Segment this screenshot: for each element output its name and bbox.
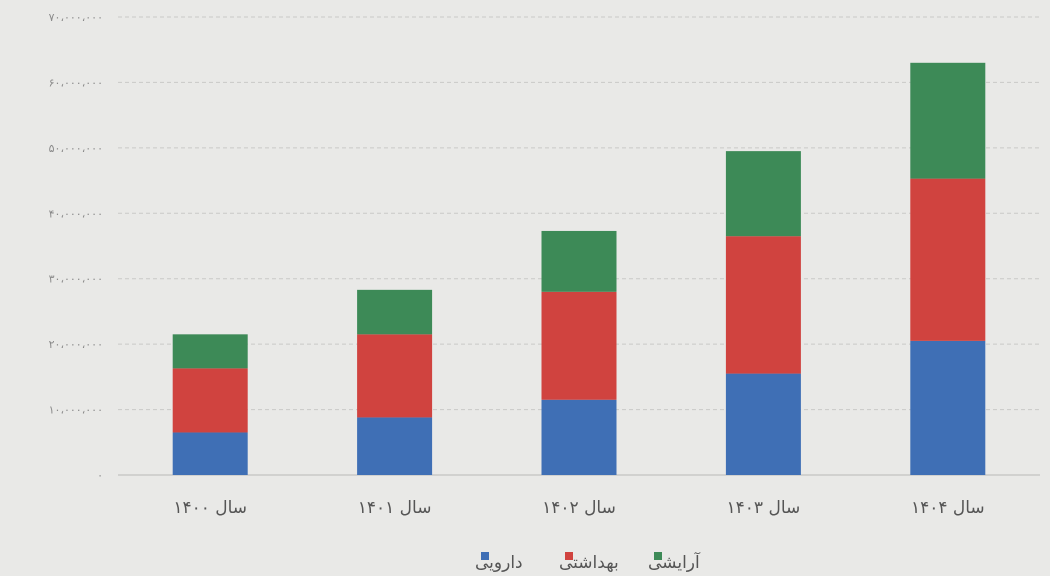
bar-segment — [357, 334, 433, 418]
y-tick-label: ۴۰،۰۰۰،۰۰۰ — [49, 207, 103, 220]
y-tick-label: ۲۰،۰۰۰،۰۰۰ — [49, 338, 103, 351]
x-tick-label: سال ۱۴۰۲ — [542, 498, 616, 518]
bar-segment — [910, 340, 986, 475]
bar-segment — [541, 399, 617, 475]
y-tick-label: ۳۰،۰۰۰،۰۰۰ — [49, 273, 103, 286]
legend-label: بهداشتی — [559, 553, 619, 573]
x-tick-label: سال ۱۴۰۳ — [727, 498, 801, 518]
bar-segment — [357, 289, 433, 335]
bar-segment — [725, 151, 801, 237]
bar-segment — [725, 236, 801, 374]
legend-label: دارویی — [475, 553, 523, 573]
bar-segment — [172, 334, 248, 369]
legend-label: آرایشی — [648, 551, 701, 573]
bar-segment — [910, 62, 986, 179]
y-tick-label: ۵۰،۰۰۰،۰۰۰ — [49, 142, 103, 155]
bar-segment — [172, 432, 248, 475]
bar-segment — [541, 230, 617, 292]
x-tick-label: سال ۱۴۰۱ — [358, 498, 432, 518]
y-tick-label: ۱۰،۰۰۰،۰۰۰ — [49, 404, 103, 417]
y-tick-label: ۷۰،۰۰۰،۰۰۰ — [49, 11, 103, 24]
bar-segment — [910, 178, 986, 341]
bar-segment — [357, 417, 433, 475]
y-tick-label: ۶۰،۰۰۰،۰۰۰ — [49, 76, 103, 89]
bar-segment — [725, 373, 801, 475]
legend-swatch — [565, 552, 573, 560]
bar-segment — [172, 368, 248, 433]
bar-segment — [541, 291, 617, 400]
y-tick-label: ۰ — [97, 469, 103, 482]
x-tick-label: سال ۱۴۰۰ — [173, 498, 247, 518]
legend-swatch — [654, 552, 662, 560]
legend-swatch — [481, 552, 489, 560]
x-tick-label: سال ۱۴۰۴ — [911, 498, 985, 518]
